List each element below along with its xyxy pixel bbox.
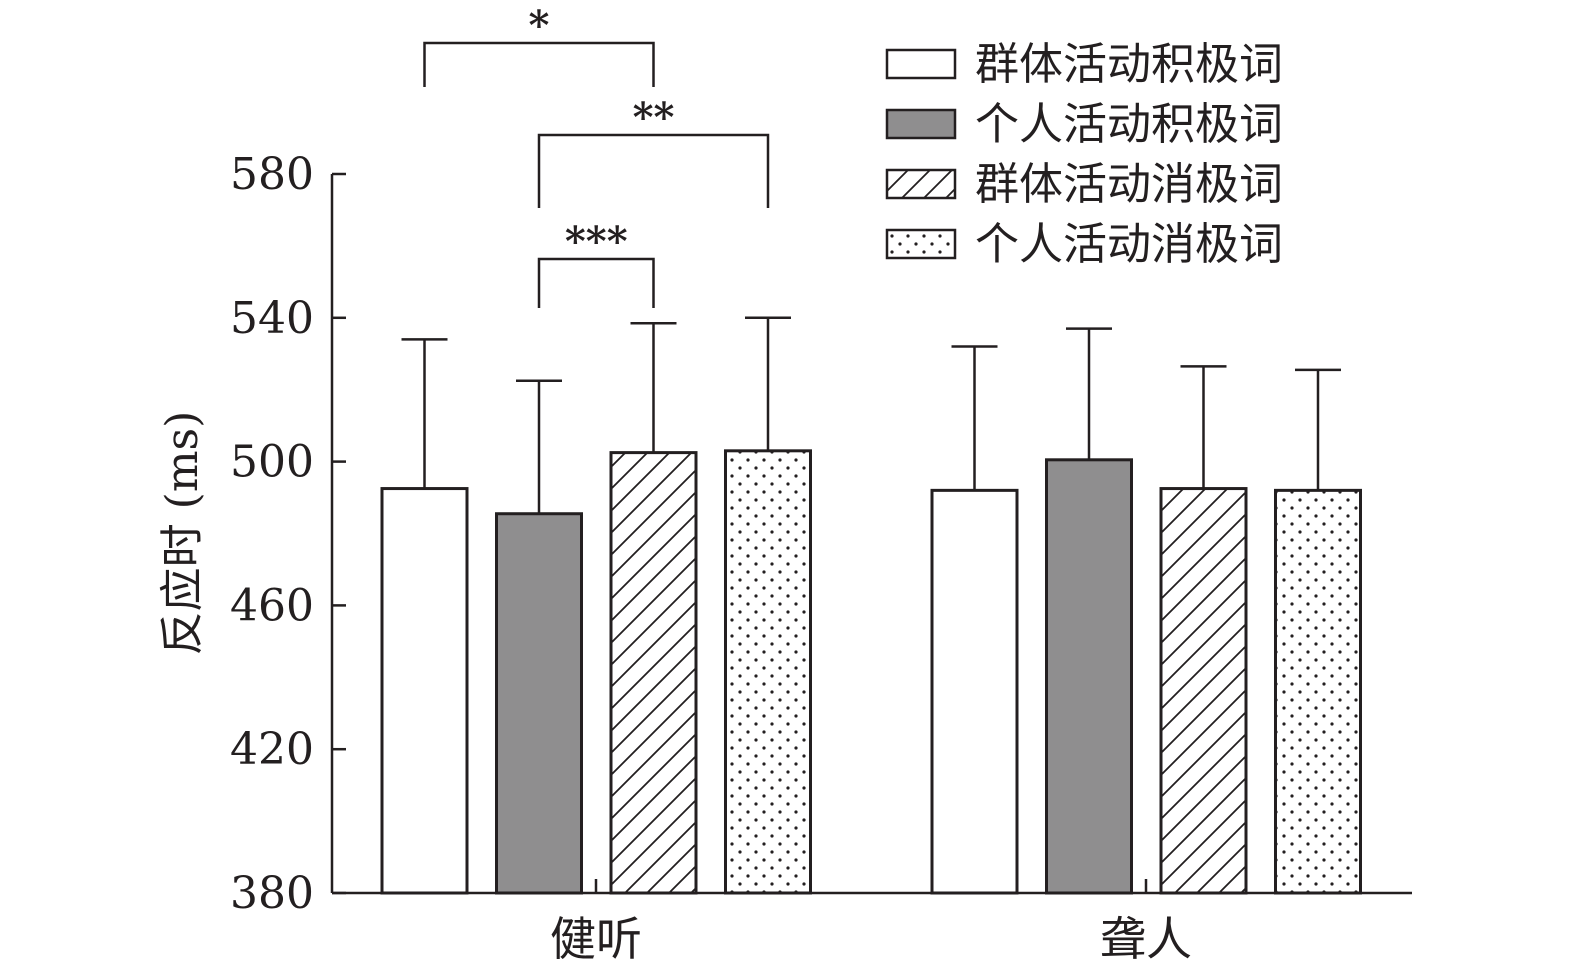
bar-3-cat-1	[609, 451, 698, 895]
significance-bracket-3	[537, 257, 655, 308]
bar-2-cat-2	[1045, 458, 1133, 895]
bar-3-cat-2	[1159, 487, 1248, 895]
y-tick-label-540: 540	[230, 293, 314, 344]
y-tick-label-580: 580	[230, 149, 314, 200]
significance-bracket-2	[537, 133, 770, 208]
axes: 380 420 460 500 540 580 健听 聋人	[230, 149, 1412, 966]
significance-label-1: *	[529, 2, 550, 49]
x-category-label-1: 健听	[550, 912, 642, 966]
y-tick-label-500: 500	[230, 437, 314, 488]
legend-swatch-4	[885, 228, 957, 260]
y-axis-label: 反应时 (ms)	[157, 411, 208, 656]
significance-label-2: **	[633, 94, 675, 141]
legend-label-1: 群体活动积极词	[975, 39, 1283, 90]
significance-bracket-1	[423, 41, 655, 87]
legend-swatch-1	[885, 48, 957, 80]
y-tick-label-380: 380	[230, 868, 314, 919]
y-tick-label-420: 420	[230, 724, 314, 775]
bar-4-cat-2	[1274, 488, 1362, 895]
bar-4-cat-1	[724, 449, 812, 895]
significance-brackets: ******	[423, 2, 770, 308]
y-tick-label-460: 460	[230, 580, 314, 631]
legend-label-4: 个人活动消极词	[975, 219, 1283, 270]
x-category-label-2: 聋人	[1100, 912, 1192, 966]
legend-label-3: 群体活动消极词	[975, 159, 1283, 210]
bar-2-cat-1	[495, 512, 583, 895]
legend-label-2: 个人活动积极词	[975, 99, 1283, 150]
significance-label-3: ***	[565, 218, 628, 265]
legend-swatch-2	[885, 108, 957, 140]
legend-swatch-3	[885, 168, 957, 200]
bar-1-cat-2	[930, 488, 1019, 895]
bars	[380, 449, 1362, 895]
bar-1-cat-1	[380, 487, 469, 895]
error-bars	[401, 316, 1341, 514]
